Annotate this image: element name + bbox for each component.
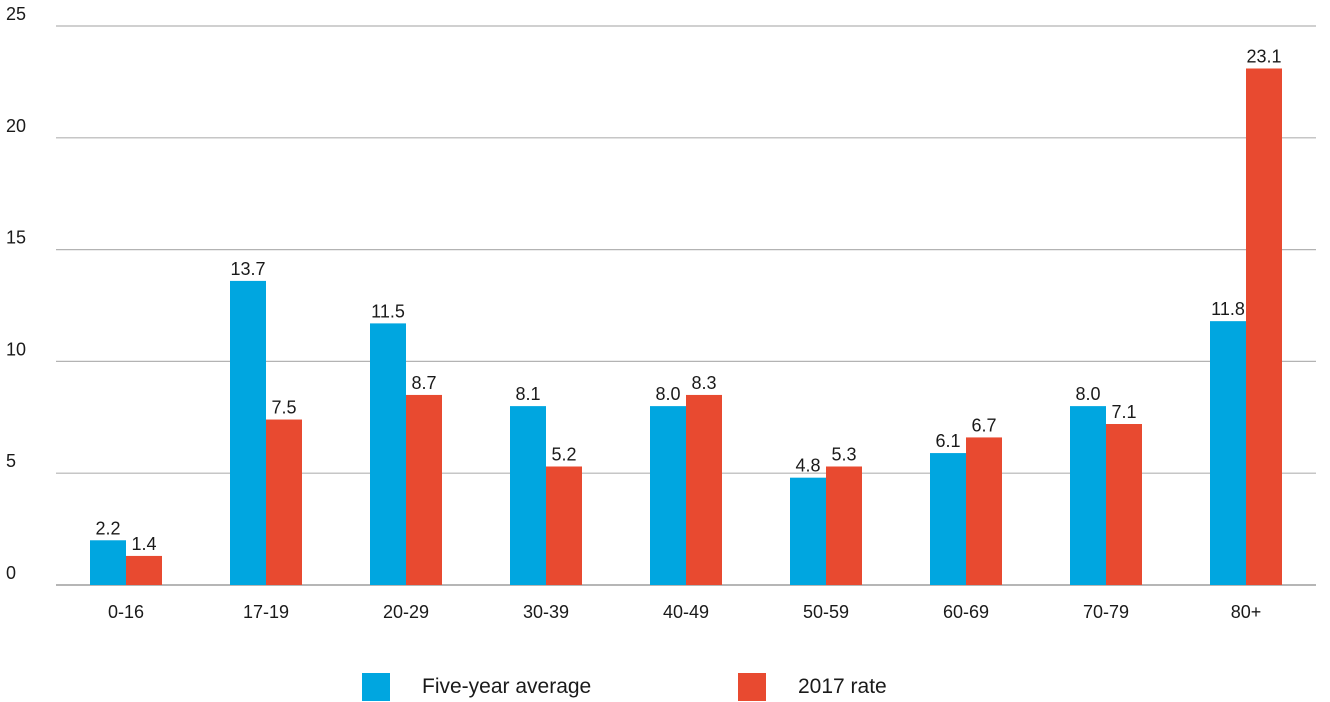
y-tick-label-0: 0 [6, 563, 16, 583]
x-tick-label-30-39: 30-39 [523, 602, 569, 622]
y-tick-label-10: 10 [6, 339, 26, 359]
data-labels: 2.2 1.4 13.7 7.5 11.5 8.7 8.1 5.2 8.0 8.3 4.8 5.3 6.… [95, 46, 1281, 553]
data-label-2017-rate-80plus: 23.1 [1246, 46, 1281, 66]
legend-swatch-2017-rate [738, 673, 766, 701]
bar-chart: 0 5 10 15 20 25 2.2 1.4 13.7 7.5 11.5 8.7 8.1 5.2 8.0… [6, 4, 1316, 622]
y-tick-label-15: 15 [6, 228, 26, 248]
bar-five-year-average-0-16 [90, 540, 126, 585]
y-tick-label-20: 20 [6, 116, 26, 136]
y-axis-ticks: 0 5 10 15 20 25 [6, 4, 26, 583]
x-tick-label-0-16: 0-16 [108, 602, 144, 622]
data-label-2017-rate-20-29: 8.7 [411, 373, 436, 393]
x-axis-ticks: 0-16 17-19 20-29 30-39 40-49 50-59 60-69 70-79 8… [108, 602, 1261, 622]
bar-five-year-average-17-19 [230, 280, 266, 585]
data-label-five-year-average-50-59: 4.8 [795, 456, 820, 476]
data-label-2017-rate-0-16: 1.4 [131, 534, 156, 554]
x-tick-label-80plus: 80+ [1231, 602, 1262, 622]
legend-label-five-year-average: Five-year average [422, 675, 592, 698]
bar-2017-rate-50-59 [826, 466, 862, 585]
x-tick-label-50-59: 50-59 [803, 602, 849, 622]
data-label-five-year-average-80plus: 11.8 [1211, 299, 1245, 319]
data-label-five-year-average-17-19: 13.7 [230, 259, 265, 279]
legend-item-2017-rate: 2017 rate [738, 672, 887, 702]
legend-item-five-year-average: Five-year average [362, 672, 591, 702]
bar-five-year-average-20-29 [370, 323, 406, 585]
y-tick-label-5: 5 [6, 451, 16, 471]
data-label-five-year-average-40-49: 8.0 [655, 384, 680, 404]
bar-2017-rate-60-69 [966, 437, 1002, 585]
bar-2017-rate-17-19 [266, 419, 302, 585]
x-tick-label-20-29: 20-29 [383, 602, 429, 622]
x-tick-label-60-69: 60-69 [943, 602, 989, 622]
y-tick-label-25: 25 [6, 4, 26, 24]
data-label-2017-rate-60-69: 6.7 [971, 415, 996, 435]
data-label-five-year-average-0-16: 2.2 [95, 518, 120, 538]
bar-five-year-average-40-49 [650, 406, 686, 585]
data-label-five-year-average-70-79: 8.0 [1075, 384, 1100, 404]
bar-2017-rate-70-79 [1106, 424, 1142, 585]
bar-2017-rate-40-49 [686, 394, 722, 585]
x-tick-label-70-79: 70-79 [1083, 602, 1129, 622]
bar-2017-rate-0-16 [126, 555, 162, 585]
data-label-2017-rate-30-39: 5.2 [551, 444, 576, 464]
data-label-five-year-average-20-29: 11.5 [371, 301, 405, 321]
bar-five-year-average-60-69 [930, 453, 966, 585]
bar-five-year-average-50-59 [790, 477, 826, 585]
bar-five-year-average-80plus [1210, 321, 1246, 585]
bar-2017-rate-80plus [1246, 68, 1282, 585]
bar-2017-rate-20-29 [406, 394, 442, 585]
bar-five-year-average-30-39 [510, 406, 546, 585]
data-label-2017-rate-50-59: 5.3 [831, 444, 856, 464]
x-tick-label-17-19: 17-19 [243, 602, 289, 622]
data-label-five-year-average-60-69: 6.1 [935, 431, 960, 451]
data-label-five-year-average-30-39: 8.1 [515, 384, 540, 404]
data-label-2017-rate-40-49: 8.3 [691, 373, 716, 393]
x-tick-label-40-49: 40-49 [663, 602, 709, 622]
legend: Five-year average 2017 rate [0, 672, 1330, 702]
legend-swatch-five-year-average [362, 673, 390, 701]
bars [90, 68, 1282, 585]
data-label-2017-rate-70-79: 7.1 [1111, 402, 1136, 422]
bar-2017-rate-30-39 [546, 466, 582, 585]
legend-label-2017-rate: 2017 rate [798, 675, 887, 698]
data-label-2017-rate-17-19: 7.5 [271, 398, 296, 418]
bar-five-year-average-70-79 [1070, 406, 1106, 585]
